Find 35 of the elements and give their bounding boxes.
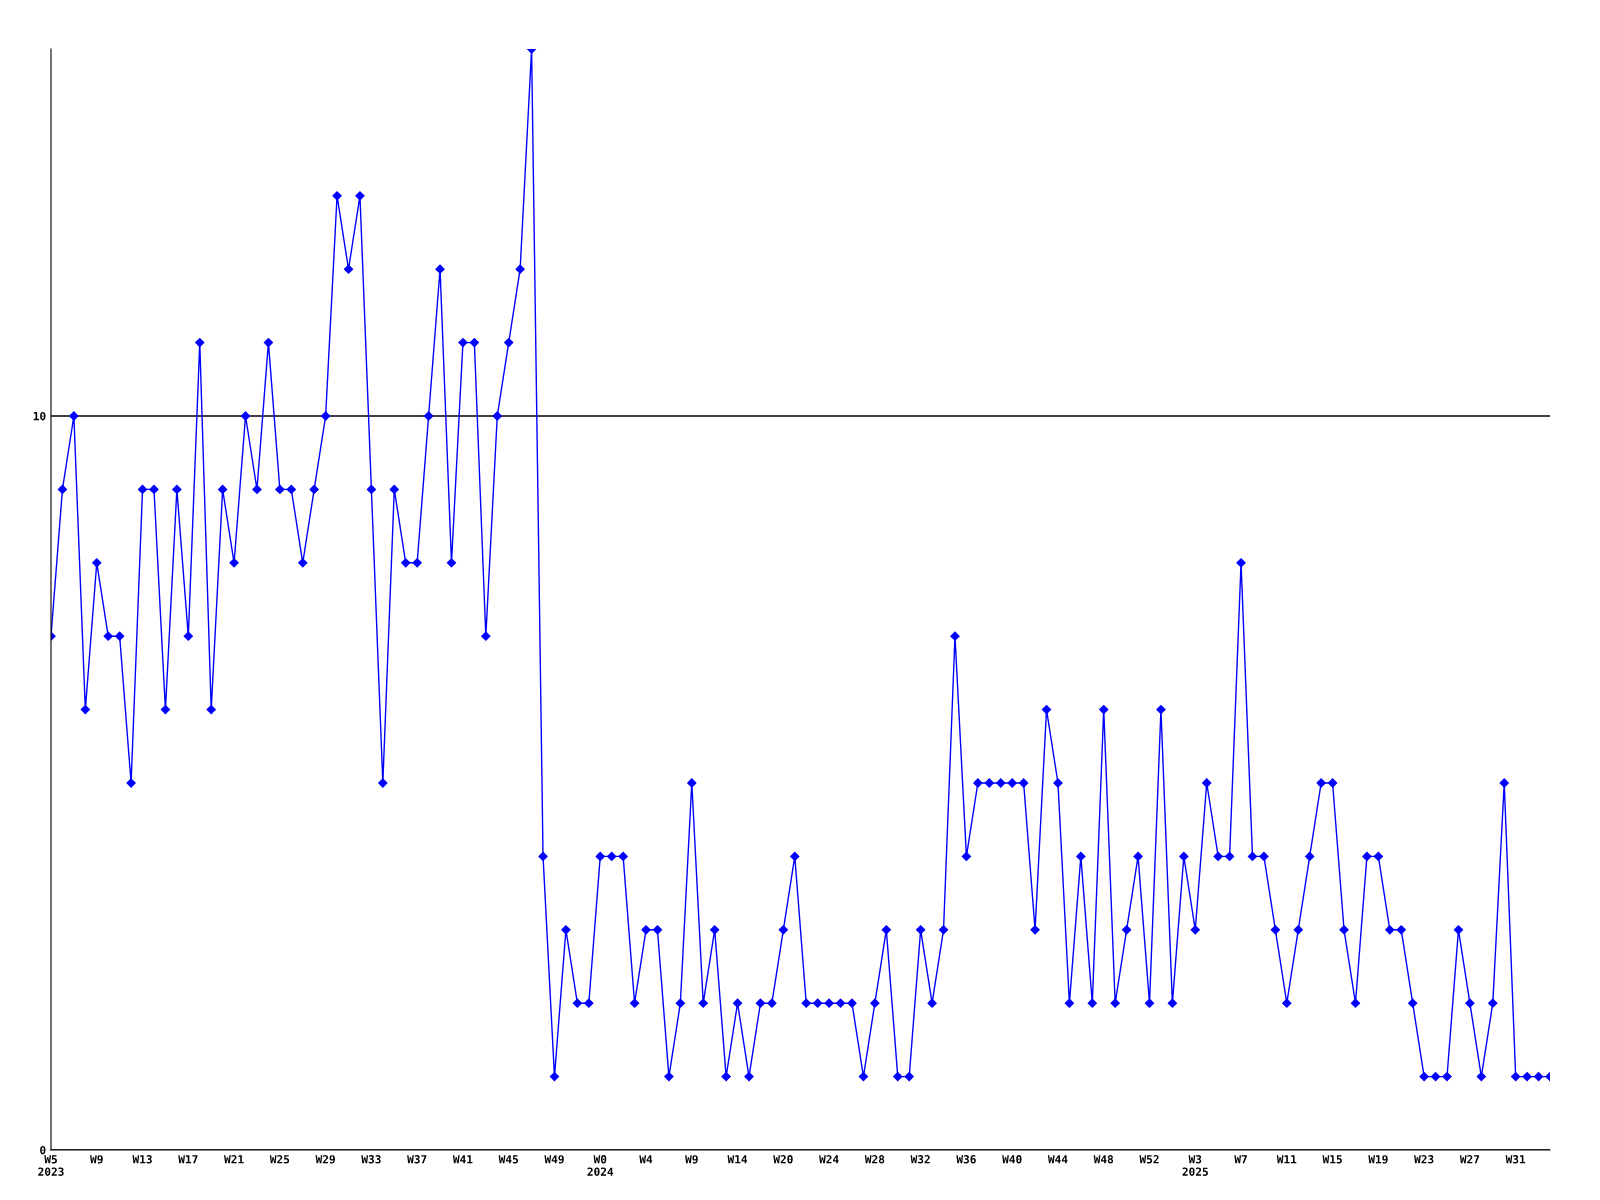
x-tick-label: W48 (1093, 1155, 1114, 1164)
x-tick-label: W21 (224, 1155, 244, 1164)
x-tick-label: W15 (1322, 1155, 1342, 1164)
x-tick-label: W17 (178, 1155, 198, 1164)
x-tick-label: W11 (1276, 1155, 1297, 1164)
x-tick-label: W7 (1234, 1155, 1247, 1164)
x-tick-label: W3 2025 (1182, 1155, 1208, 1176)
x-tick-label: W13 (132, 1155, 152, 1164)
x-tick-label: W33 (361, 1155, 381, 1164)
x-tick-label: W9 (685, 1155, 698, 1164)
x-tick-label: W5 2023 (38, 1155, 64, 1176)
x-tick-label: W45 (498, 1155, 518, 1164)
x-tick-label: W19 (1368, 1155, 1388, 1164)
x-tick-label: W27 (1459, 1155, 1480, 1164)
x-tick-label: W52 (1139, 1155, 1159, 1164)
x-tick-label: W32 (910, 1155, 930, 1164)
y-tick-label: 10 (33, 411, 46, 421)
x-tick-label: W49 (544, 1155, 564, 1164)
x-tick-label: W36 (956, 1155, 976, 1164)
x-tick-label: W14 (727, 1155, 748, 1164)
x-tick-label: W28 (864, 1155, 885, 1164)
x-tick-label: W0 2024 (587, 1155, 614, 1176)
x-tick-label: W31 (1505, 1155, 1526, 1164)
x-tick-label: W20 (773, 1155, 793, 1164)
x-tick-label: W9 (90, 1155, 103, 1164)
x-tick-label: W23 (1414, 1155, 1434, 1164)
x-tick-label: W44 (1047, 1155, 1068, 1164)
x-tick-label: W40 (1002, 1155, 1022, 1164)
y-tick-label: 0 (40, 1145, 46, 1155)
x-tick-label: W25 (269, 1155, 290, 1164)
x-tick-label: W4 (639, 1155, 653, 1164)
x-tick-label: W37 (407, 1155, 427, 1164)
x-tick-label: W41 (452, 1155, 473, 1164)
x-tick-label: W24 (819, 1155, 839, 1164)
x-tick-label: W29 (315, 1155, 335, 1164)
